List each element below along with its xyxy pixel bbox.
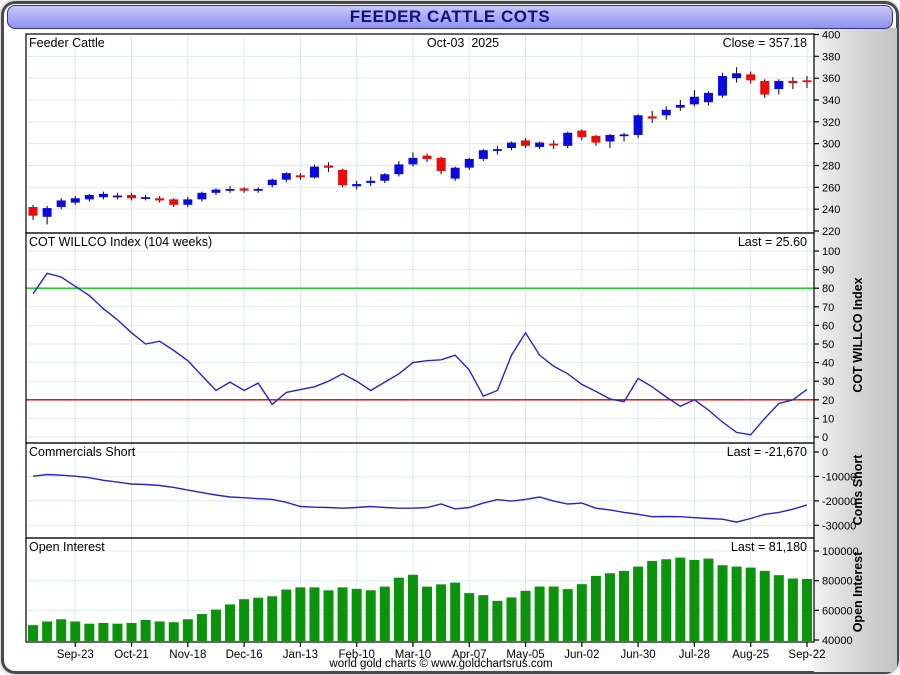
willco-panel-label: COT WILLCO Index (104 weeks) <box>29 235 213 249</box>
willco-axis-title: COT WILLCO Index <box>851 277 865 393</box>
oi-last-label: Last = 81,180 <box>730 540 807 554</box>
coms-panel-label: Commercials Short <box>29 445 136 459</box>
svg-text:Oct-21: Oct-21 <box>114 649 149 661</box>
coms-last-label: Last = -21,670 <box>726 445 807 459</box>
svg-text:Dec-16: Dec-16 <box>226 649 263 661</box>
coms-axis-title: Coms Short <box>851 454 865 526</box>
svg-text:Sep-23: Sep-23 <box>57 649 94 661</box>
right-axis-strip <box>814 28 897 672</box>
price-panel-label: Feeder Cattle <box>29 36 105 50</box>
svg-text:Jun-02: Jun-02 <box>564 649 599 661</box>
price-date-label: Oct-03 2025 <box>426 36 500 50</box>
svg-text:Jun-30: Jun-30 <box>621 649 656 661</box>
svg-text:Jan-13: Jan-13 <box>283 649 318 661</box>
svg-text:Aug-25: Aug-25 <box>732 649 769 661</box>
oi-axis-title: Open Interest <box>851 551 865 633</box>
footer-credit: world gold charts © www.goldchartsrus.co… <box>329 658 553 670</box>
svg-text:Nov-18: Nov-18 <box>169 649 206 661</box>
svg-text:Jul-28: Jul-28 <box>679 649 710 661</box>
oi-panel-label: Open Interest <box>29 540 105 554</box>
willco-last-label: Last = 25.60 <box>737 235 807 249</box>
price-close-label: Close = 357.18 <box>722 36 807 50</box>
chart-title: FEEDER CATTLE COTS <box>7 5 893 29</box>
